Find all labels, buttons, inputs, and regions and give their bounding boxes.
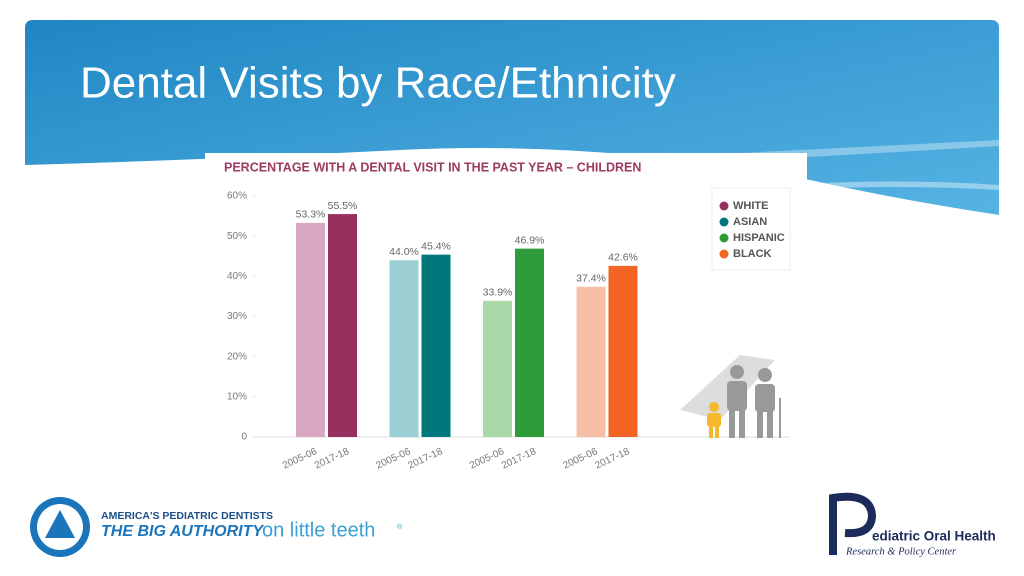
bar: [389, 260, 419, 437]
y-tick-label: 30%: [227, 311, 247, 322]
legend-swatch: [719, 217, 729, 227]
slide-title: Dental Visits by Race/Ethnicity: [80, 59, 676, 108]
footer-slogan-light: on little teeth: [262, 519, 375, 541]
y-tick-label: 50%: [227, 231, 247, 242]
bar: [608, 265, 638, 437]
value-label: 55.5%: [328, 200, 358, 212]
bar: [483, 300, 512, 437]
legend-label: BLACK: [733, 248, 772, 260]
value-label: 45.4%: [421, 240, 451, 252]
footer-right-name: ediatric Oral Health: [872, 529, 996, 544]
people-icon: [680, 355, 781, 438]
y-tick-label: 0: [241, 432, 247, 443]
value-label: 33.9%: [483, 287, 513, 299]
bar: [421, 254, 451, 437]
footer-mark: ®: [397, 523, 403, 531]
value-label: 37.4%: [576, 273, 606, 285]
bar: [296, 222, 325, 437]
y-tick-label: 40%: [227, 271, 247, 282]
y-tick-label: 60%: [227, 191, 247, 202]
legend-label: HISPANIC: [733, 232, 785, 244]
bar: [515, 248, 544, 437]
value-label: 46.9%: [515, 234, 545, 246]
legend-label: WHITE: [733, 200, 768, 212]
y-tick-label: 20%: [227, 351, 247, 362]
value-label: 42.6%: [608, 252, 638, 264]
legend-swatch: [719, 249, 729, 259]
footer-slogan: THE BIG AUTHORITY: [101, 523, 264, 540]
bar: [328, 214, 357, 437]
legend-label: ASIAN: [733, 216, 767, 228]
footer-right-sub: Research & Policy Center: [845, 546, 957, 557]
header-streak: [780, 181, 999, 190]
footer-tagline: AMERICA'S PEDIATRIC DENTISTS: [101, 510, 273, 522]
value-label: 53.3%: [296, 209, 326, 221]
legend-swatch: [719, 201, 729, 211]
value-label: 44.0%: [389, 246, 419, 258]
y-tick-label: 10%: [227, 391, 247, 402]
porh-logo: [829, 492, 877, 555]
bar: [576, 286, 606, 437]
aapd-logo: [30, 497, 90, 557]
legend-swatch: [719, 233, 729, 243]
chart-title: PERCENTAGE WITH A DENTAL VISIT IN THE PA…: [224, 160, 641, 174]
